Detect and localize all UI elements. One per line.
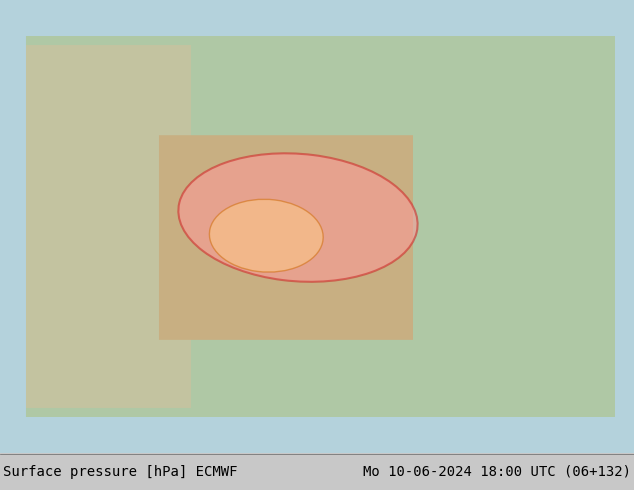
Text: Mo 10-06-2024 18:00 UTC (06+132): Mo 10-06-2024 18:00 UTC (06+132) <box>363 465 631 479</box>
Text: Surface pressure [hPa] ECMWF: Surface pressure [hPa] ECMWF <box>3 465 238 479</box>
Ellipse shape <box>209 199 323 272</box>
Ellipse shape <box>178 153 418 282</box>
